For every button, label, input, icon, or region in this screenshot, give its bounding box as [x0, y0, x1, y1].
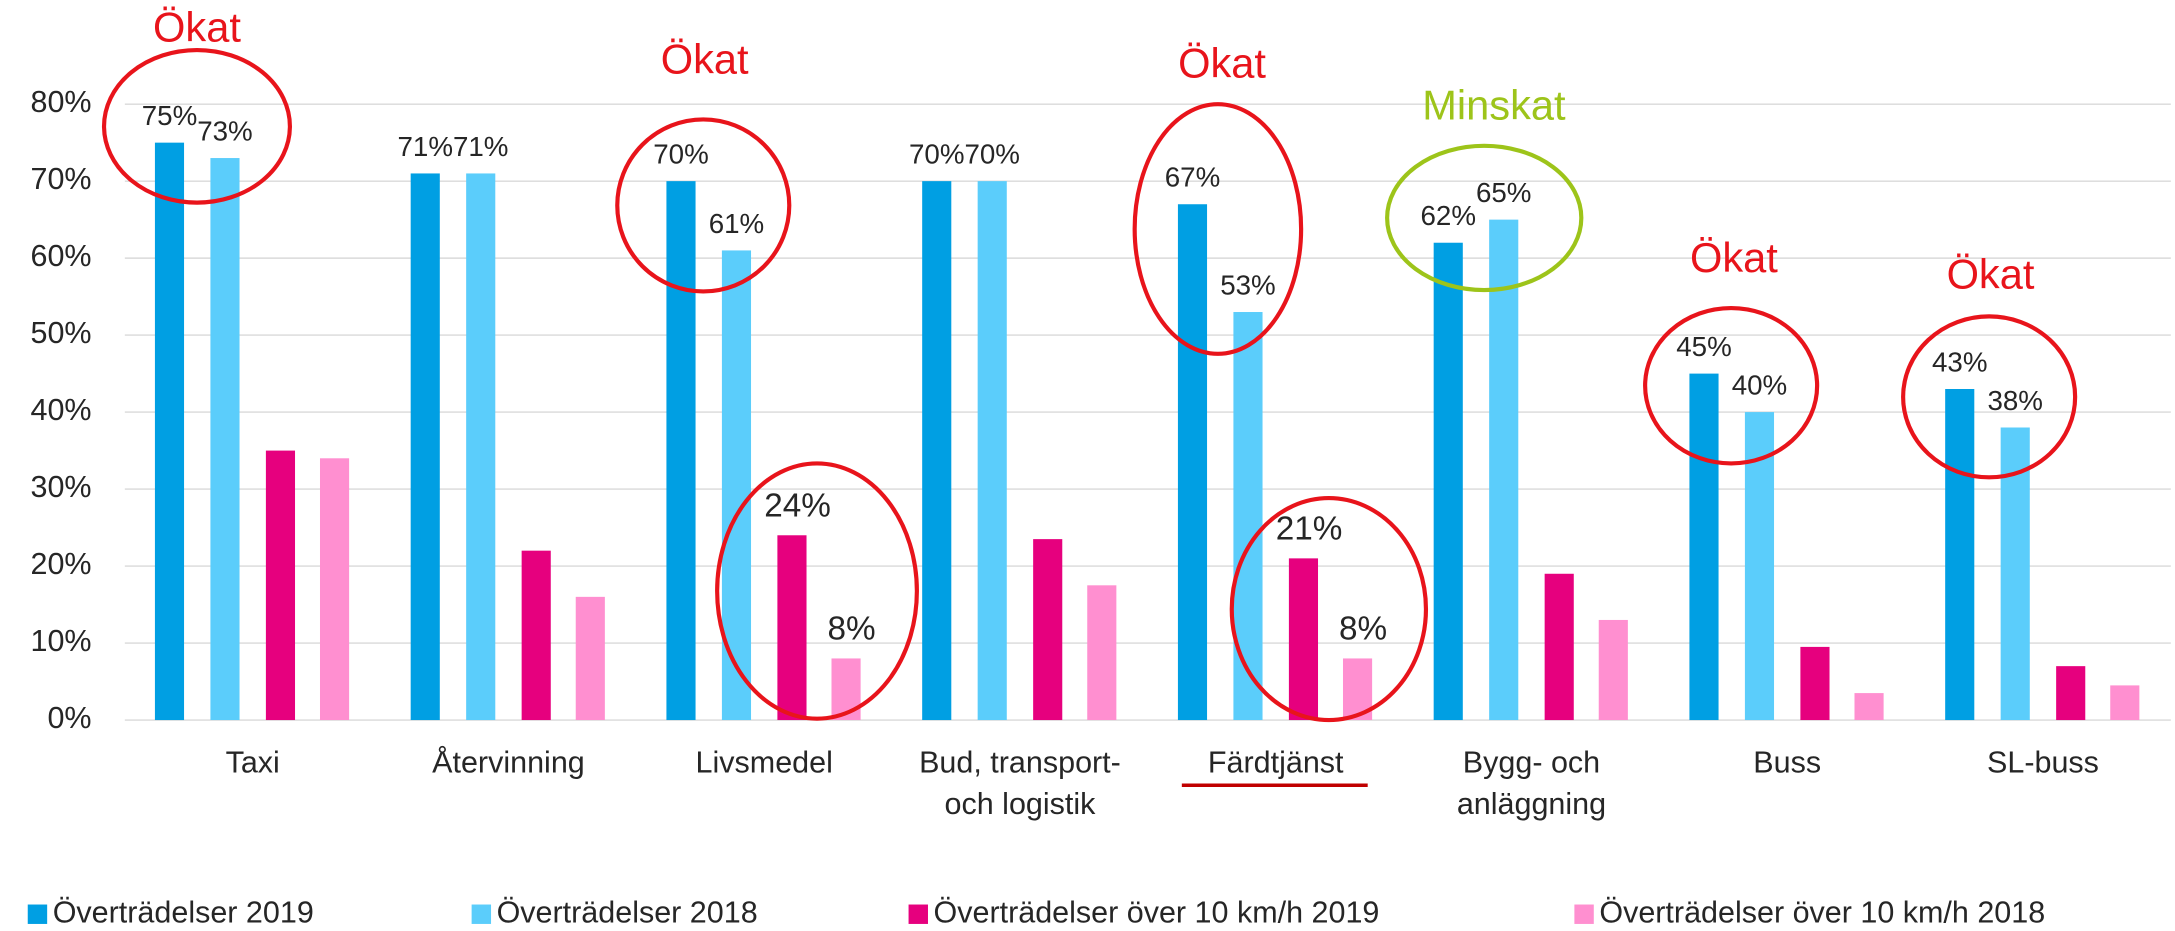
bar [777, 535, 807, 721]
data-label: 38% [1987, 385, 2043, 416]
data-label: 75% [142, 100, 198, 131]
data-label: 67% [1165, 162, 1221, 193]
bar [1945, 389, 1975, 721]
highlight-circle [101, 47, 292, 205]
y-tick-label: 30% [31, 470, 92, 504]
x-tick-label: Bud, transport-och logistik [919, 745, 1121, 821]
bar [1800, 646, 1830, 721]
legend-label: Överträdelser över 10 km/h 2019 [934, 895, 1380, 929]
data-label: 61% [709, 208, 765, 239]
x-tick-label: Bygg- och anläggning [1457, 745, 1606, 821]
data-label: 40% [1732, 369, 1788, 400]
y-tick-label: 0% [47, 701, 91, 735]
bar [575, 596, 605, 721]
legend-marker [27, 904, 48, 924]
x-tick-label: Återvinning [432, 744, 585, 779]
data-label: 43% [1932, 346, 1988, 377]
data-label: 21% [1276, 510, 1343, 547]
data-label: 71% [397, 131, 453, 162]
legend-label: Överträdelser 2018 [497, 895, 758, 929]
x-tick-label: Färdtjänst [1208, 745, 1344, 779]
bar [319, 458, 350, 721]
y-tick-label: 70% [31, 162, 92, 196]
bar [2110, 685, 2140, 721]
bar [521, 550, 551, 721]
highlight-circle [1229, 496, 1429, 723]
bar [922, 181, 952, 721]
bar [666, 181, 696, 721]
highlight-circle [615, 117, 792, 294]
data-label: 70% [964, 139, 1020, 170]
bar [1033, 539, 1063, 721]
annotation: Minskat [1422, 81, 1566, 128]
highlight-circle [1385, 143, 1584, 293]
data-label: 73% [197, 115, 253, 146]
annotation: Ökat [153, 4, 241, 51]
data-label: 65% [1476, 177, 1532, 208]
bar [1598, 619, 1628, 721]
bar [1854, 693, 1884, 721]
bar [1177, 204, 1208, 721]
bar [1489, 219, 1519, 721]
bar [1689, 373, 1719, 721]
x-tick-label: SL-buss [1987, 745, 2099, 779]
bar [410, 173, 440, 721]
annotation: Ökat [1947, 251, 2035, 298]
legend-marker [1574, 904, 1594, 924]
highlight-circle [715, 461, 919, 721]
legend-marker [471, 904, 492, 924]
y-tick-label: 10% [31, 624, 92, 658]
annotation: Ökat [1178, 40, 1266, 87]
legend-label: Överträdelser över 10 km/h 2018 [1599, 895, 2045, 929]
bar [1288, 558, 1319, 721]
data-label: 45% [1676, 331, 1732, 362]
highlight-circle [1132, 102, 1304, 356]
bar [1433, 242, 1463, 721]
data-label: 8% [1339, 611, 1387, 648]
data-label: 24% [764, 487, 831, 524]
bar [977, 181, 1007, 721]
y-tick-label: 20% [31, 547, 92, 581]
data-label: 70% [909, 139, 965, 170]
bar [1233, 312, 1263, 721]
x-tick-label: Livsmedel [696, 745, 833, 779]
legend-marker [908, 904, 928, 924]
x-tick-label: Taxi [226, 745, 280, 779]
bar [1087, 585, 1117, 721]
y-tick-label: 40% [31, 393, 92, 427]
bar [1544, 573, 1574, 721]
data-label: 70% [653, 139, 709, 170]
data-label: 71% [453, 131, 509, 162]
legend-label: Överträdelser 2019 [53, 895, 314, 929]
y-tick-label: 80% [31, 85, 92, 119]
bar [265, 450, 296, 721]
bar [2056, 666, 2086, 721]
y-tick-label: 50% [31, 316, 92, 350]
annotation: Ökat [1690, 234, 1778, 281]
bar [210, 158, 240, 721]
highlight-circle [1643, 305, 1820, 466]
highlight-circle [1901, 314, 2078, 480]
bar [466, 173, 496, 721]
x-tick-label: Buss [1753, 745, 1821, 779]
annotation: Ökat [661, 36, 749, 83]
y-tick-label: 60% [31, 239, 92, 273]
bar [831, 658, 861, 721]
data-label: 8% [828, 611, 876, 648]
data-label: 62% [1420, 200, 1476, 231]
bar [154, 142, 185, 721]
data-label: 53% [1220, 269, 1276, 300]
